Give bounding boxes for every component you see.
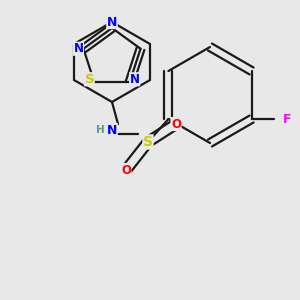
Text: N: N [130,73,140,86]
Text: F: F [283,112,292,125]
Text: S: S [85,73,94,86]
Text: N: N [74,42,83,55]
Text: O: O [121,164,131,176]
Text: S: S [143,135,153,149]
Text: N: N [107,16,117,28]
Text: O: O [171,118,181,130]
Text: N: N [107,124,117,136]
Text: H: H [96,125,104,135]
